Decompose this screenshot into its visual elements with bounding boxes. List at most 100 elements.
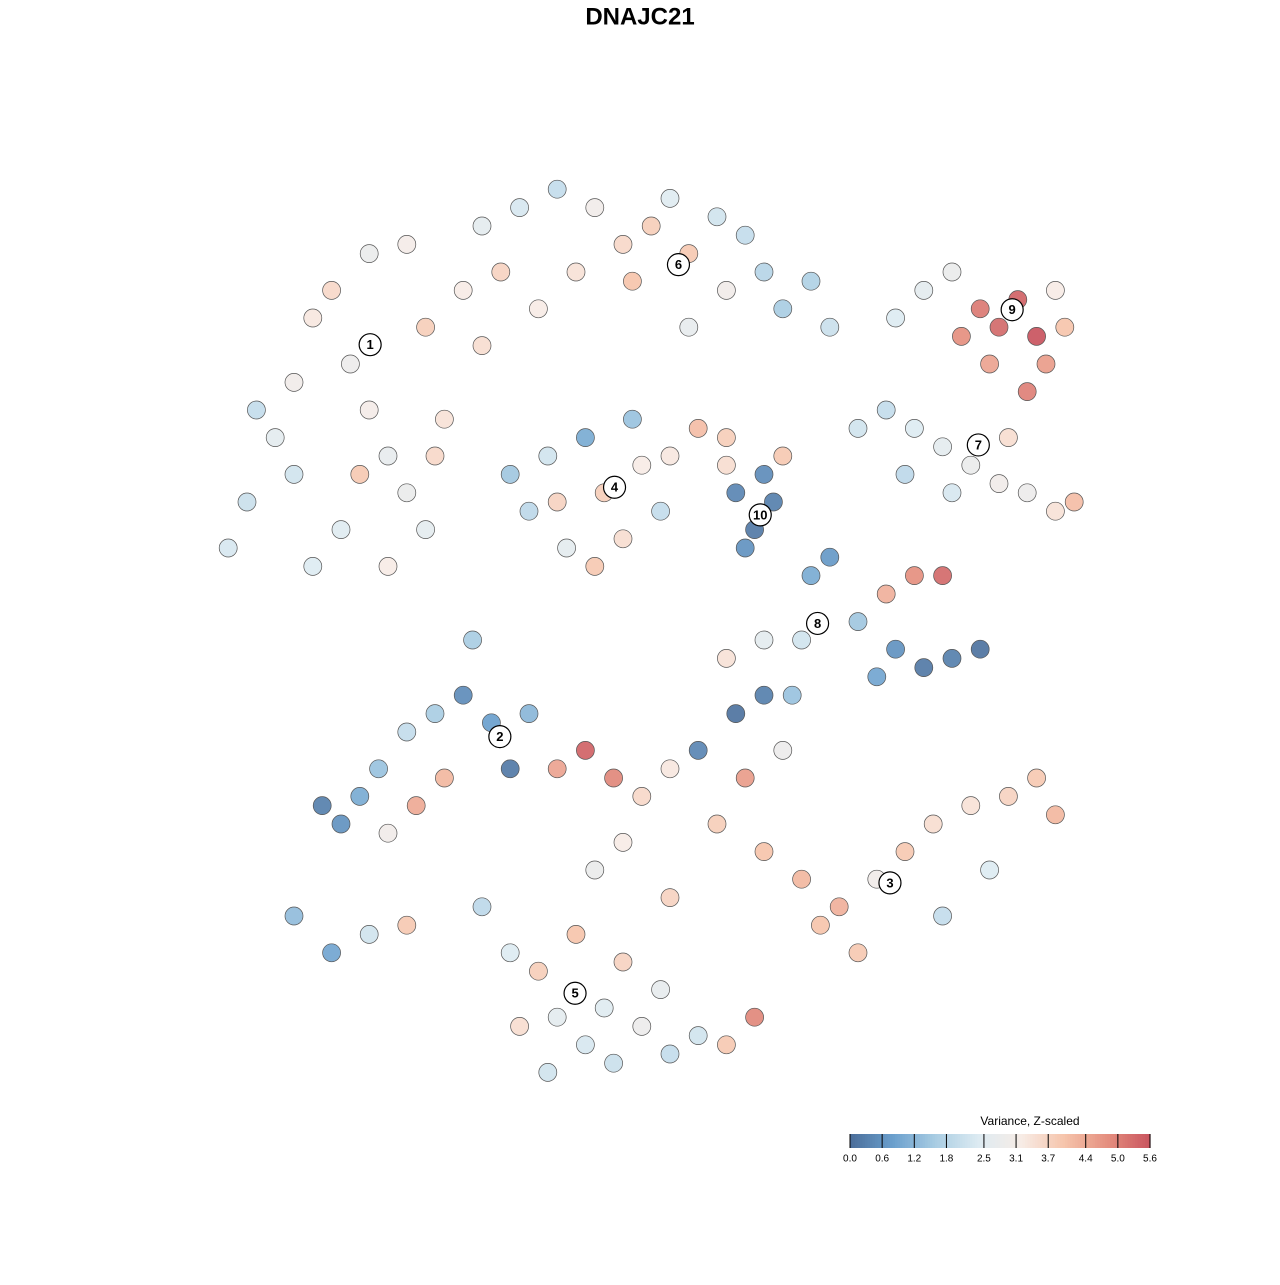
- point: [453, 685, 473, 705]
- colorbar-segment: [855, 1134, 859, 1148]
- colorbar-segment: [1035, 1134, 1039, 1148]
- point: [312, 796, 332, 815]
- point: [350, 465, 370, 484]
- colorbar-segment: [1050, 1134, 1054, 1148]
- point: [359, 400, 379, 420]
- point: [717, 1035, 736, 1055]
- colorbar-segment: [1097, 1134, 1101, 1148]
- point: [660, 1044, 680, 1064]
- point: [970, 639, 990, 659]
- point: [500, 759, 520, 779]
- colorbar-segment: [1075, 1134, 1079, 1148]
- colorbar-segment: [925, 1134, 929, 1148]
- colorbar-segment: [1062, 1134, 1066, 1148]
- colorbar-segment: [972, 1134, 976, 1148]
- colorbar-segment: [1100, 1134, 1104, 1148]
- point: [303, 308, 323, 328]
- colorbar-segment: [1070, 1134, 1074, 1148]
- colorbar-segment: [887, 1134, 891, 1148]
- colorbar-segment: [872, 1134, 876, 1148]
- point: [547, 492, 567, 512]
- point: [472, 216, 492, 236]
- cluster-label: 1: [367, 337, 374, 352]
- colorbar-segment: [970, 1134, 974, 1148]
- colorbar-segment: [1135, 1134, 1139, 1148]
- colorbar-segment: [1002, 1134, 1006, 1148]
- point: [688, 741, 708, 760]
- colorbar-segment: [1065, 1134, 1069, 1148]
- point: [726, 483, 746, 503]
- colorbar-segment: [965, 1134, 969, 1148]
- colorbar-segment: [1087, 1134, 1091, 1148]
- point: [660, 888, 680, 907]
- point: [237, 492, 257, 512]
- point: [773, 741, 793, 760]
- colorbar-tick-label: 4.4: [1079, 1154, 1093, 1165]
- colorbar-tick-label: 1.8: [939, 1154, 953, 1165]
- point: [1036, 354, 1056, 374]
- colorbar-segment: [920, 1134, 924, 1148]
- point: [754, 465, 774, 484]
- point: [435, 768, 454, 788]
- colorbar-segment: [1030, 1134, 1034, 1148]
- cluster-label: 7: [975, 437, 982, 452]
- point: [397, 235, 417, 254]
- colorbar-segment: [1020, 1134, 1024, 1148]
- point: [331, 520, 351, 539]
- colorbar-segment: [1040, 1134, 1044, 1148]
- point: [1027, 327, 1046, 346]
- point: [303, 557, 323, 576]
- colorbar-segment: [942, 1134, 946, 1148]
- colorbar-segment: [1085, 1134, 1089, 1148]
- colorbar-segment: [985, 1134, 989, 1148]
- point: [989, 317, 1009, 337]
- point: [660, 759, 680, 779]
- point: [1017, 382, 1037, 401]
- colorbar-segment: [1145, 1134, 1149, 1148]
- point: [1064, 492, 1084, 512]
- colorbar-segment: [880, 1134, 884, 1148]
- point: [378, 557, 398, 576]
- point: [848, 612, 868, 631]
- point: [961, 796, 981, 815]
- point: [895, 842, 915, 861]
- cluster-label: 5: [571, 986, 578, 1001]
- colorbar-segment: [1067, 1134, 1071, 1148]
- point: [425, 704, 445, 723]
- cluster-marker: [666, 253, 691, 277]
- colorbar-segment: [935, 1134, 939, 1148]
- point: [914, 658, 934, 677]
- point: [961, 455, 981, 475]
- point: [397, 722, 417, 742]
- point: [369, 759, 388, 779]
- point: [331, 814, 351, 834]
- point: [378, 823, 398, 843]
- colorbar-segment: [990, 1134, 994, 1148]
- point: [811, 915, 830, 935]
- colorbar-segment: [1042, 1134, 1046, 1148]
- colorbar-segment: [902, 1134, 906, 1148]
- point: [500, 465, 520, 484]
- colorbar-segment: [980, 1134, 984, 1148]
- point: [585, 557, 605, 576]
- colorbar-segment: [857, 1134, 861, 1148]
- colorbar-segment: [1102, 1134, 1106, 1148]
- point: [754, 630, 774, 650]
- point: [472, 336, 492, 355]
- point: [905, 419, 924, 438]
- point: [754, 685, 774, 705]
- colorbar-tick-label: 3.1: [1009, 1154, 1023, 1165]
- colorbar-segment: [940, 1134, 944, 1148]
- point: [980, 860, 999, 880]
- colorbar-segment: [997, 1134, 1001, 1148]
- colorbar-segment: [1037, 1134, 1041, 1148]
- point: [529, 299, 548, 319]
- point: [576, 741, 595, 760]
- point: [970, 299, 990, 319]
- colorbar-segment: [955, 1134, 959, 1148]
- point: [820, 317, 840, 337]
- point: [359, 925, 379, 944]
- point: [942, 262, 962, 282]
- colorbar-segment: [1072, 1134, 1076, 1148]
- point: [999, 428, 1018, 447]
